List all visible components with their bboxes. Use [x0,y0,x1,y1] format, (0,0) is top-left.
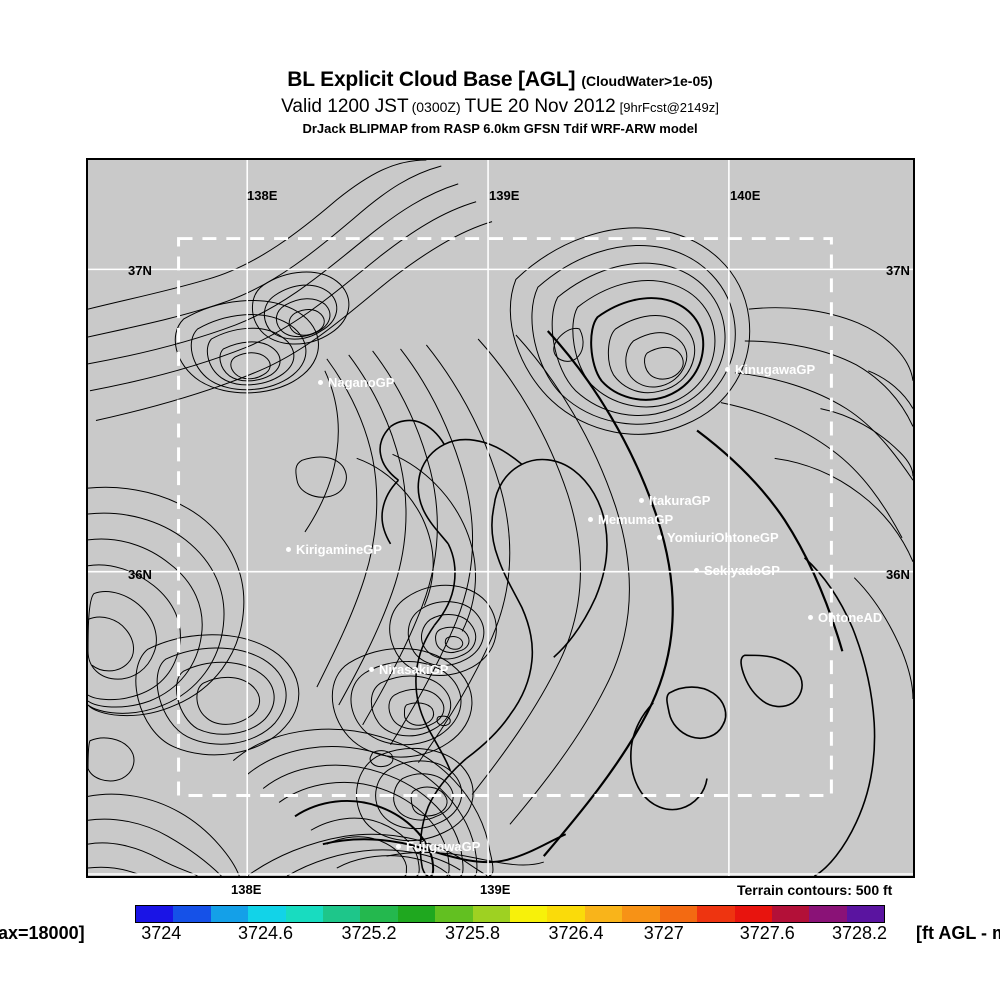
forecast-hour: [9hrFcst@2149z] [619,100,719,115]
station-marker-icon [694,568,699,573]
colorbar-left-label: ax=18000] [0,923,85,943]
station-marker-icon [725,367,730,372]
title-main-line: BL Explicit Cloud Base [AGL] (CloudWater>… [0,68,1000,94]
colorbar-right-label: [ft AGL - m [916,923,1000,943]
title-qualifier: (CloudWater>1e-05) [581,73,713,89]
colorbar-tick-4: 3726.4 [548,923,604,943]
domain-box [177,237,833,797]
station-marker-icon [588,517,593,522]
terrain-contours [88,160,913,876]
colorbar-tick-5: 3727 [643,923,684,943]
colorbar-swatch-15 [697,906,735,922]
colorbar-tick-labels: 3724 3724.6 3725.2 3725.8 3726.4 3727 3727.6 37… [135,923,888,947]
station-memuma[interactable]: MemumaGP [588,513,673,526]
colorbar-swatch-19 [846,906,885,922]
station-label: FujigawaGP [406,839,481,854]
grid-label-36n-right: 36N [886,567,910,582]
colorbar-tick-3: 3725.8 [444,923,501,943]
colorbar-swatch-6 [360,906,398,922]
coastline [379,419,876,876]
grid-label-37n-left: 37N [128,263,152,278]
station-label: KirigamineGP [296,542,382,557]
title-block: BL Explicit Cloud Base [AGL] (CloudWater>… [0,68,1000,138]
valid-time-utc: (0300Z) [411,99,461,115]
colorbar-tick-7: 3728.2 [831,923,888,943]
station-yomiuri-ohtone[interactable]: YomiuriOhtoneGP [657,531,779,544]
map-canvas [88,160,913,876]
colorbar-swatch-3 [248,906,286,922]
subtitle-line: Valid 1200 JST (0300Z) TUE 20 Nov 2012 [9hr… [0,95,1000,119]
colorbar-swatch-9 [472,906,511,922]
station-label: NirasakiGP [379,662,449,677]
axis-label-138e-bottom: 138E [231,882,262,897]
colorbar-swatch-16 [734,906,772,922]
station-fujigawa[interactable]: FujigawaGP [396,840,480,853]
station-ohtone-ad[interactable]: OhtoneAD [808,611,882,624]
colorbar-swatch-17 [771,906,810,922]
colorbar-swatch-8 [435,906,473,922]
colorbar-swatch-12 [584,906,623,922]
station-label: NaganoGP [328,375,395,390]
terrain-contour-note: Terrain contours: 500 ft [737,882,893,898]
model-credit: DrJack BLIPMAP from RASP 6.0km GFSN Tdif… [302,121,698,136]
station-marker-icon [318,380,323,385]
station-label: OhtoneAD [818,610,883,625]
station-marker-icon [808,615,813,620]
colorbar-swatch-14 [659,906,698,922]
station-marker-icon [657,535,662,540]
station-label: ItakuraGP [649,493,711,508]
colorbar-swatch-7 [397,906,436,922]
colorbar-swatch-13 [622,906,660,922]
colorbar-strip[interactable] [135,905,885,923]
colorbar-swatch-4 [285,906,324,922]
colorbar-tick-0: 3724 [141,923,182,943]
station-marker-icon [369,667,374,672]
valid-time: Valid 1200 JST [281,96,409,117]
colorbar-swatch-0 [136,906,174,922]
grid-label-138e-top: 138E [247,188,278,203]
colorbar-swatch-2 [210,906,249,922]
page-title: BL Explicit Cloud Base [AGL] [287,68,576,91]
colorbar-swatch-1 [173,906,211,922]
station-marker-icon [396,844,401,849]
station-label: SekiyadoGP [704,563,780,578]
colorbar-swatch-5 [323,906,361,922]
grid-label-36n-left: 36N [128,567,152,582]
colorbar-swatch-10 [510,906,548,922]
station-kirigamine[interactable]: KirigamineGP [286,543,382,556]
station-marker-icon [639,498,644,503]
grid-label-139e-top: 139E [489,188,520,203]
colorbar-swatch-11 [547,906,585,922]
station-label: YomiuriOhtoneGP [667,530,779,545]
station-label: KinugawaGP [735,362,816,377]
station-kinugawa[interactable]: KinugawaGP [725,363,815,376]
colorbar: ax=18000] 3724 3724.6 3725.2 3725.8 3726.4 37… [0,903,1000,943]
station-nirasaki[interactable]: NirasakiGP [369,663,448,676]
colorbar-tick-1: 3724.6 [237,923,294,943]
grid-label-140e-top: 140E [730,188,761,203]
station-sekiyado[interactable]: SekiyadoGP [694,564,780,577]
colorbar-tick-2: 3725.2 [341,923,397,943]
station-marker-icon [286,547,291,552]
station-label: MemumaGP [598,512,674,527]
gridlines [88,160,913,876]
valid-date: TUE 20 Nov 2012 [464,96,616,117]
grid-label-37n-right: 37N [886,263,910,278]
station-itakura[interactable]: ItakuraGP [639,494,710,507]
colorbar-tick-6: 3727.6 [739,923,795,943]
colorbar-swatch-18 [809,906,847,922]
axis-label-139e-bottom: 139E [480,882,511,897]
map-panel[interactable]: 138E 139E 140E 37N 37N 36N 36N NaganoGP … [86,158,915,878]
station-nagano[interactable]: NaganoGP [318,376,394,389]
